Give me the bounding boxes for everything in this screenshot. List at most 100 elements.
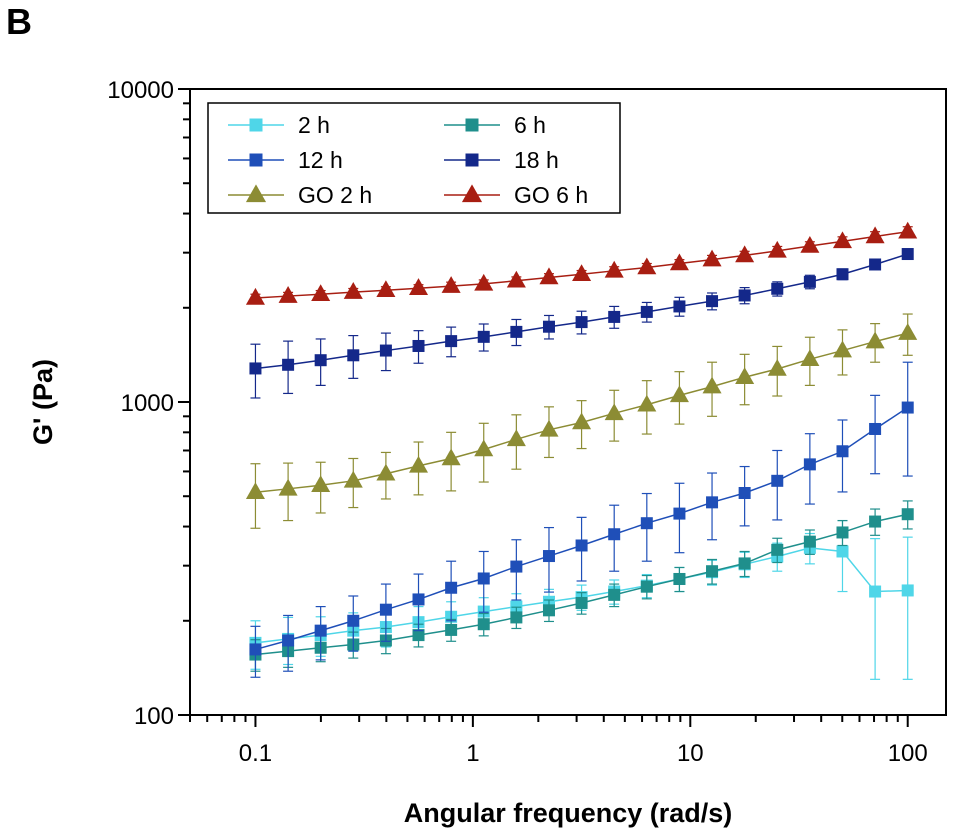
- data-point: [506, 270, 526, 288]
- data-point: [702, 249, 722, 267]
- data-point: [445, 335, 458, 348]
- data-point: [706, 565, 719, 578]
- data-point: [771, 282, 784, 295]
- data-point: [608, 588, 621, 601]
- data-point: [803, 535, 816, 548]
- data-point: [542, 320, 555, 333]
- data-point: [738, 486, 751, 499]
- data-point: [637, 394, 657, 412]
- legend-marker: [465, 118, 479, 132]
- x-tick-label: 100: [888, 740, 928, 767]
- legend-label: 12 h: [298, 147, 343, 173]
- data-point: [575, 539, 588, 552]
- data-point: [575, 596, 588, 609]
- data-point: [803, 458, 816, 471]
- data-point: [735, 245, 755, 263]
- data-point: [539, 419, 559, 437]
- data-point: [249, 362, 262, 375]
- data-point: [343, 282, 363, 299]
- data-point: [445, 623, 458, 636]
- data-point: [604, 260, 624, 278]
- data-point: [673, 507, 686, 520]
- data-point: [314, 354, 327, 367]
- data-point: [869, 258, 882, 271]
- y-axis-title: G' (Pa): [28, 359, 58, 445]
- data-point: [836, 445, 849, 458]
- data-point: [474, 273, 494, 291]
- data-point: [311, 475, 331, 493]
- data-point: [412, 629, 425, 642]
- data-point: [706, 295, 719, 308]
- data-point: [832, 231, 853, 249]
- series-go-2-h: [245, 313, 918, 529]
- data-point: [379, 603, 392, 616]
- data-point: [836, 545, 849, 558]
- data-point: [477, 330, 490, 343]
- data-point: [771, 474, 784, 487]
- data-point: [539, 267, 559, 285]
- legend-marker: [249, 153, 263, 167]
- data-point: [376, 463, 396, 481]
- data-point: [637, 257, 657, 275]
- legend-marker: [249, 118, 263, 132]
- data-point: [803, 275, 816, 288]
- data-point: [869, 585, 882, 598]
- data-point: [898, 221, 918, 239]
- legend-entry: 12 h: [228, 147, 343, 173]
- legend-label: GO 6 h: [514, 182, 588, 208]
- data-point: [506, 429, 526, 447]
- data-point: [901, 584, 914, 597]
- x-tick-label: 10: [677, 740, 704, 767]
- data-point: [474, 439, 494, 457]
- data-point: [477, 572, 490, 585]
- legend-label: GO 2 h: [298, 182, 372, 208]
- x-tick-label: 0.1: [239, 740, 272, 767]
- data-point: [278, 286, 298, 303]
- data-point: [735, 367, 755, 384]
- legend-marker: [461, 184, 483, 203]
- series-go-6-h: [245, 221, 918, 305]
- x-tick-label: 1: [466, 740, 479, 767]
- data-point: [640, 517, 653, 530]
- data-point: [572, 412, 592, 430]
- data-point: [836, 268, 849, 281]
- data-point: [673, 572, 686, 585]
- data-point: [702, 376, 722, 394]
- data-point: [379, 344, 392, 357]
- data-point: [738, 557, 751, 570]
- data-point: [542, 604, 555, 617]
- data-point: [510, 611, 523, 624]
- data-point: [669, 385, 689, 403]
- legend-entry: 18 h: [444, 147, 559, 173]
- data-point: [836, 526, 849, 539]
- data-point: [412, 339, 425, 352]
- data-point: [869, 422, 882, 435]
- panel-label: B: [6, 1, 32, 42]
- data-point: [865, 331, 885, 349]
- data-point: [575, 316, 588, 329]
- data-point: [314, 624, 327, 637]
- axes-layer: 0.1 1 10 100 100 1000 10000: [107, 77, 927, 767]
- x-axis-title: Angular frequency (rad/s): [404, 798, 733, 828]
- data-point: [347, 349, 360, 362]
- data-point: [445, 581, 458, 594]
- data-point: [640, 305, 653, 318]
- series-layer: [245, 221, 918, 680]
- data-point: [408, 455, 429, 473]
- legend-entry: 6 h: [444, 112, 546, 138]
- data-point: [898, 323, 918, 340]
- data-point: [800, 349, 820, 366]
- data-point: [510, 560, 523, 573]
- data-point: [771, 543, 784, 556]
- data-point: [408, 278, 429, 295]
- data-point: [901, 401, 914, 414]
- legend-marker: [245, 184, 267, 203]
- plot-area: 0.1 1 10 100 100 1000 10000: [107, 77, 947, 767]
- data-point: [800, 236, 820, 253]
- data-point: [608, 528, 621, 541]
- data-point: [347, 614, 360, 627]
- data-point: [477, 618, 490, 631]
- data-point: [767, 240, 787, 258]
- data-point: [510, 600, 523, 613]
- data-point: [901, 508, 914, 521]
